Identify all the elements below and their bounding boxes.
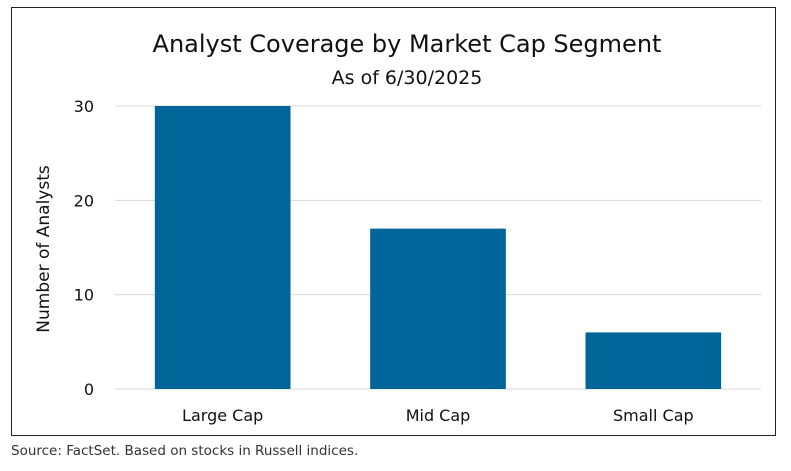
x-axis-ticks: Large Cap Mid Cap Small Cap xyxy=(182,406,694,425)
x-tick-label: Small Cap xyxy=(613,406,694,425)
y-axis-label: Number of Analysts xyxy=(34,165,54,333)
bar-small-cap xyxy=(585,332,722,389)
bar-chart: Analyst Coverage by Market Cap Segment A… xyxy=(34,30,761,425)
chart-frame: Analyst Coverage by Market Cap Segment A… xyxy=(11,7,776,436)
y-tick-label: 30 xyxy=(74,97,94,116)
bar-large-cap xyxy=(154,106,291,389)
y-tick-label: 0 xyxy=(84,380,94,399)
y-tick-label: 10 xyxy=(74,286,94,305)
bars xyxy=(154,106,722,389)
chart-title: Analyst Coverage by Market Cap Segment xyxy=(153,30,662,58)
chart-subtitle: As of 6/30/2025 xyxy=(332,67,483,89)
bar-mid-cap xyxy=(370,228,506,389)
source-note: Source: FactSet. Based on stocks in Russ… xyxy=(11,443,359,459)
x-tick-label: Large Cap xyxy=(182,406,263,425)
x-tick-label: Mid Cap xyxy=(406,406,471,425)
y-tick-label: 20 xyxy=(74,191,94,210)
y-axis-ticks: 0 10 20 30 xyxy=(74,97,94,399)
